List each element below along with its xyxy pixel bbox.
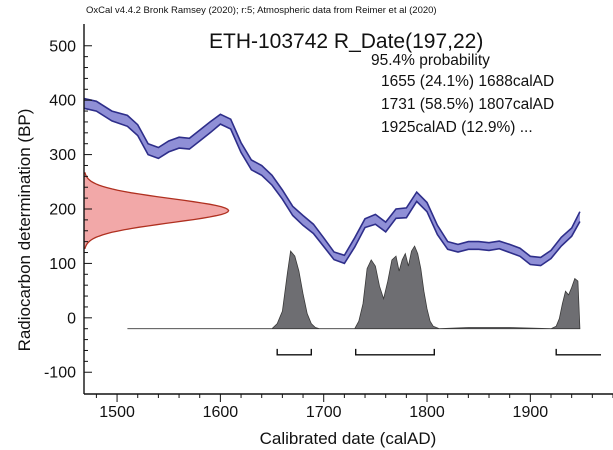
range-label-2: 1731 (58.5%) 1807calAD	[381, 96, 554, 113]
radiocarbon-layer	[84, 172, 230, 250]
x-tick-label: 1800	[409, 404, 445, 421]
hpd-range-layer	[276, 348, 601, 356]
y-tick-label: -100	[44, 365, 76, 382]
hpd-range-bracket	[276, 348, 312, 356]
y-tick-label: 0	[67, 310, 76, 327]
probability-label: 95.4% probability	[371, 52, 490, 69]
x-axis-title: Calibrated date (calAD)	[260, 429, 437, 448]
calibration-upper-edge	[83, 97, 581, 259]
y-tick-label: 200	[49, 202, 76, 219]
calibration-curve-layer	[83, 97, 581, 267]
y-tick-label: 300	[49, 147, 76, 164]
x-tick-label: 1500	[99, 404, 135, 421]
hpd-range-bracket	[355, 348, 435, 356]
x-tick-label: 1700	[306, 404, 342, 421]
hpd-range-bracket	[555, 348, 601, 356]
y-tick-label: 500	[49, 38, 76, 55]
posterior-layer	[127, 245, 581, 330]
y-tick-label: 100	[49, 256, 76, 273]
radiocarbon-area	[84, 172, 229, 249]
calibration-lower-edge	[83, 107, 581, 267]
x-tick-label: 1600	[203, 404, 239, 421]
axes-layer: -100 0 100 200 300 400 500 1500 1600 1700 1800 1900	[44, 24, 613, 421]
radiocarbon-outline	[84, 172, 230, 250]
posterior-area	[127, 245, 581, 330]
range-label-3: 1925calAD (12.9%) ...	[381, 119, 533, 136]
range-label-1: 1655 (24.1%) 1688calAD	[381, 73, 554, 90]
y-tick-label: 400	[49, 93, 76, 110]
chart-title: ETH-103742 R_Date(197,22)	[209, 30, 483, 53]
y-axis-title: Radiocarbon determination (BP)	[15, 109, 34, 352]
x-tick-label: 1900	[513, 404, 549, 421]
header-text: OxCal v4.4.2 Bronk Ramsey (2020); r:5; A…	[86, 5, 437, 16]
